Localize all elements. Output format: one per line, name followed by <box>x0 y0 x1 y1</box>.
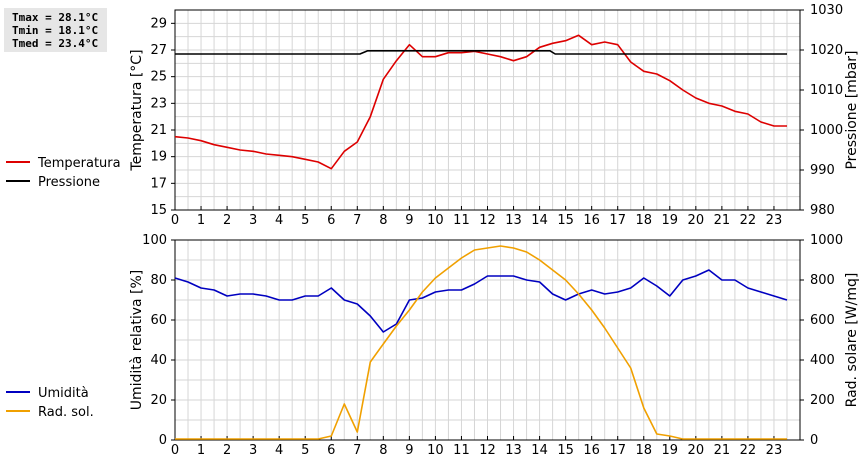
panel1-ytick-label: 80 <box>150 273 167 288</box>
panel0-xtick-label: 11 <box>453 213 470 228</box>
tmin-text: Tmin = 18.1°C <box>12 24 99 37</box>
panel0-xtick-label: 20 <box>688 213 705 228</box>
panel1-xtick-label: 10 <box>427 443 444 458</box>
panel1-xtick-label: 2 <box>223 443 231 458</box>
panel1-xtick-label: 9 <box>405 443 413 458</box>
panel0-xtick-label: 15 <box>557 213 574 228</box>
panel1-xtick-label: 1 <box>197 443 205 458</box>
panel1-xtick-label: 19 <box>662 443 679 458</box>
panel1-series-rad-sol <box>175 245 787 440</box>
panel0-xtick-label: 18 <box>635 213 652 228</box>
panel0-ytick-label: 25 <box>150 70 167 85</box>
panel0-ytick-label: 17 <box>150 176 167 191</box>
panel0-y2tick-label: 1020 <box>810 43 843 58</box>
panel1-series-umidit <box>174 269 788 333</box>
panel0-xtick-label: 4 <box>275 213 283 228</box>
panel1-xtick-label: 11 <box>453 443 470 458</box>
panel0-xtick-label: 2 <box>223 213 231 228</box>
panel1-y2tick-label: 400 <box>810 353 835 368</box>
panel0-xtick-label: 23 <box>766 213 783 228</box>
panel1-xtick-label: 23 <box>766 443 783 458</box>
panel0-y2tick-label: 1010 <box>810 83 843 98</box>
panel1-xtick-label: 20 <box>688 443 705 458</box>
panel1-xtick-label: 0 <box>171 443 179 458</box>
panel0-xtick-label: 14 <box>531 213 548 228</box>
panel0-xtick-label: 16 <box>583 213 600 228</box>
panel1-xtick-label: 14 <box>531 443 548 458</box>
panel1-xtick-label: 17 <box>609 443 626 458</box>
panel1-xtick-label: 21 <box>714 443 731 458</box>
panel0-ytick-label: 23 <box>150 96 167 111</box>
panel1-xtick-label: 15 <box>557 443 574 458</box>
panel0-xtick-label: 10 <box>427 213 444 228</box>
panel1-legend-label: Umidità <box>38 386 89 401</box>
panel0-series-pressione <box>175 49 787 55</box>
panel0-y2tick-label: 1030 <box>810 3 843 18</box>
panel1-xtick-label: 4 <box>275 443 283 458</box>
panel0-xtick-label: 17 <box>609 213 626 228</box>
panel0-ytick-label: 27 <box>150 43 167 58</box>
panel1-xtick-label: 7 <box>353 443 361 458</box>
panel0-y2tick-label: 1000 <box>810 123 843 138</box>
panel1-legend-label: Rad. sol. <box>38 405 94 420</box>
panel1-ytick-label: 100 <box>142 233 167 248</box>
panel0-xtick-label: 3 <box>249 213 257 228</box>
panel1-y2tick-label: 1000 <box>810 233 843 248</box>
panel1-y2label: Rad. solare [W/mq] <box>844 273 860 408</box>
tmax-text: Tmax = 28.1°C <box>12 11 99 24</box>
panel0-xtick-label: 6 <box>327 213 335 228</box>
tmed-text: Tmed = 23.4°C <box>12 37 99 50</box>
panel0-ytick-label: 15 <box>150 203 167 218</box>
panel0-xtick-label: 9 <box>405 213 413 228</box>
panel0-xtick-label: 1 <box>197 213 205 228</box>
panel0-xtick-label: 0 <box>171 213 179 228</box>
panel1-xtick-label: 16 <box>583 443 600 458</box>
panel0-xtick-label: 7 <box>353 213 361 228</box>
panel1-ytick-label: 60 <box>150 313 167 328</box>
panel0-xtick-label: 12 <box>479 213 496 228</box>
panel0-y2tick-label: 990 <box>810 163 835 178</box>
panel0-xtick-label: 19 <box>662 213 679 228</box>
panel0-series-temperatura <box>174 34 787 170</box>
panel0-xtick-label: 21 <box>714 213 731 228</box>
panel1-xtick-label: 6 <box>327 443 335 458</box>
panel0-ylabel: Temperatura [°C] <box>129 49 145 171</box>
panel1-ytick-label: 40 <box>150 353 167 368</box>
panel1-xtick-label: 13 <box>505 443 522 458</box>
panel1-ytick-label: 20 <box>150 393 167 408</box>
panel0-legend-label: Pressione <box>38 175 100 190</box>
panel1-xtick-label: 18 <box>635 443 652 458</box>
stats-box: Tmax = 28.1°C Tmin = 18.1°C Tmed = 23.4°… <box>4 8 107 52</box>
panel0-xtick-label: 13 <box>505 213 522 228</box>
panel1-xtick-label: 22 <box>740 443 757 458</box>
panel0-legend-label: Temperatura <box>37 156 121 171</box>
panel1-xtick-label: 5 <box>301 443 309 458</box>
panel0-xtick-label: 5 <box>301 213 309 228</box>
panel1-xtick-label: 3 <box>249 443 257 458</box>
panel0-ytick-label: 21 <box>150 123 167 138</box>
panel1-y2tick-label: 200 <box>810 393 835 408</box>
panel0-y2tick-label: 980 <box>810 203 835 218</box>
panel0-xtick-label: 8 <box>379 213 387 228</box>
panel0-ytick-label: 19 <box>150 150 167 165</box>
panel1-xtick-label: 12 <box>479 443 496 458</box>
panel1-ytick-label: 0 <box>159 433 167 448</box>
panel1-y2tick-label: 800 <box>810 273 835 288</box>
panel1-ylabel: Umidità relativa [%] <box>129 270 145 411</box>
panel1-xtick-label: 8 <box>379 443 387 458</box>
panel1-y2tick-label: 600 <box>810 313 835 328</box>
panel0-y2label: Pressione [mbar] <box>844 50 860 169</box>
panel1-y2tick-label: 0 <box>810 433 818 448</box>
panel0-xtick-label: 22 <box>740 213 757 228</box>
panel0-ytick-label: 29 <box>150 16 167 31</box>
